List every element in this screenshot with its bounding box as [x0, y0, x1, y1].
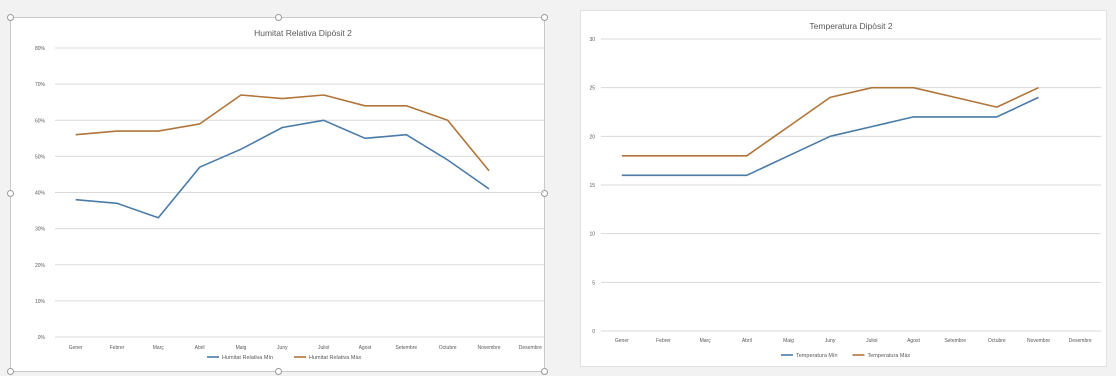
- x-tick-label: Març: [153, 345, 165, 351]
- x-tick-label: Novembre: [477, 345, 500, 351]
- y-tick-label: 30%: [35, 227, 46, 233]
- y-tick-label: 25: [589, 86, 595, 92]
- x-tick-label: Juliol: [318, 345, 329, 351]
- y-tick-label: 0%: [38, 335, 46, 341]
- legend-label: Humitat Relativa Mín: [222, 355, 273, 361]
- x-tick-label: Juny: [825, 338, 836, 344]
- y-tick-label: 20%: [35, 263, 46, 269]
- x-tick-label: Agost: [359, 345, 372, 351]
- x-tick-label: Abril: [742, 338, 752, 344]
- x-tick-label: Juliol: [866, 338, 877, 344]
- x-tick-label: Octubre: [988, 338, 1006, 344]
- x-tick-label: Desembre: [1069, 338, 1092, 344]
- x-tick-label: Gener: [69, 345, 83, 351]
- y-tick-label: 20: [589, 134, 595, 140]
- y-tick-label: 15: [589, 183, 595, 189]
- x-tick-label: Juny: [277, 345, 288, 351]
- legend-label: Temperatura Mín: [796, 353, 838, 359]
- x-tick-label: Maig: [236, 345, 247, 351]
- resize-handle-left[interactable]: [7, 190, 14, 197]
- resize-handle-top-right[interactable]: [541, 14, 548, 21]
- y-tick-label: 0: [592, 329, 595, 335]
- chart-title: Temperatura Dipòsit 2: [809, 21, 892, 31]
- legend-label: Temperatura Màx: [868, 353, 911, 359]
- x-tick-label: Setembre: [395, 345, 417, 351]
- series-line-max: [621, 86, 1039, 157]
- x-tick-label: Gener: [615, 338, 629, 344]
- y-tick-label: 80%: [35, 46, 46, 52]
- resize-handle-bottom-right[interactable]: [541, 368, 548, 375]
- x-tick-label: Desembre: [519, 345, 542, 351]
- chart-title: Humitat Relativa Dipòsit 2: [254, 28, 352, 38]
- resize-handle-top-left[interactable]: [7, 14, 14, 21]
- y-tick-label: 10: [589, 232, 595, 238]
- y-tick-label: 50%: [35, 154, 46, 160]
- x-tick-label: Abril: [195, 345, 205, 351]
- x-tick-label: Agost: [907, 338, 920, 344]
- resize-handle-top[interactable]: [275, 14, 282, 21]
- x-tick-label: Setembre: [944, 338, 966, 344]
- resize-handle-bottom[interactable]: [275, 368, 282, 375]
- x-tick-label: Maig: [783, 338, 794, 344]
- temperature-chart: Temperatura Dipòsit 2 0 5 10 15 20 25 30 Gener Fe…: [589, 21, 1101, 359]
- resize-handle-right[interactable]: [541, 190, 548, 197]
- resize-handle-bottom-left[interactable]: [7, 368, 14, 375]
- y-tick-label: 5: [592, 280, 595, 286]
- legend-label: Humitat Relativa Màx: [309, 355, 362, 361]
- humidity-chart: Humitat Relativa Dipòsit 2 0% 10% 20% 30% 40%…: [35, 28, 544, 361]
- y-tick-label: 40%: [35, 191, 46, 197]
- y-tick-label: 10%: [35, 299, 46, 305]
- y-tick-label: 30: [589, 37, 595, 43]
- x-tick-label: Febrer: [656, 338, 671, 344]
- series-line-min: [621, 96, 1039, 177]
- x-tick-label: Març: [700, 338, 712, 344]
- x-tick-label: Novembre: [1027, 338, 1050, 344]
- series-line-max: [75, 94, 490, 172]
- series-line-min: [75, 119, 490, 219]
- y-tick-label: 70%: [35, 82, 46, 88]
- x-tick-label: Octubre: [439, 345, 457, 351]
- x-tick-label: Febrer: [110, 345, 125, 351]
- chart-panel-temperature[interactable]: Temperatura Dipòsit 2 0 5 10 15 20 25 30 Gener Fe…: [580, 10, 1107, 367]
- chart-panel-humidity[interactable]: Humitat Relativa Dipòsit 2 0% 10% 20% 30% 40%…: [7, 14, 548, 375]
- y-tick-label: 60%: [35, 118, 46, 124]
